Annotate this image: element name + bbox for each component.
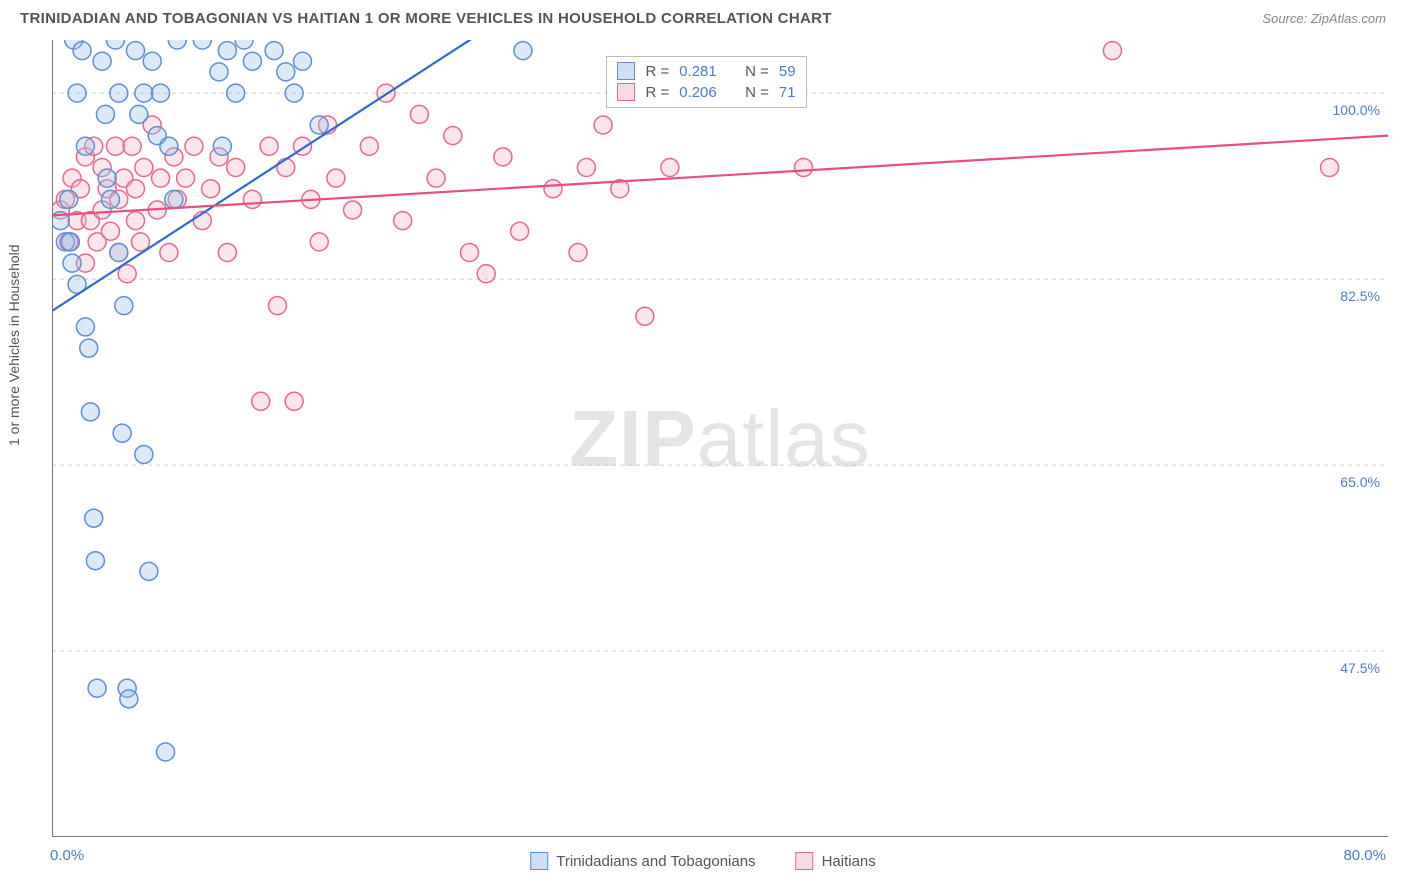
legend-row-ht: R = 0.206 N = 71 <box>617 82 795 103</box>
legend-label-ht: Haitians <box>822 853 876 870</box>
r-value-tt: 0.281 <box>679 61 717 82</box>
r-label: R = <box>645 82 669 103</box>
r-label: R = <box>645 61 669 82</box>
legend-swatch-tt-icon <box>530 852 548 870</box>
legend-label-tt: Trinidadians and Tobagonians <box>556 853 755 870</box>
legend-swatch-tt <box>617 62 635 80</box>
n-label: N = <box>745 82 769 103</box>
source-prefix: Source: <box>1262 11 1307 26</box>
plot-area: ZIPatlas 47.5%65.0%82.5%100.0% R = 0.281… <box>52 40 1388 837</box>
r-value-ht: 0.206 <box>679 82 717 103</box>
legend-swatch-ht-icon <box>796 852 814 870</box>
y-axis-label: 1 or more Vehicles in Household <box>6 244 22 446</box>
source-name: ZipAtlas.com <box>1311 11 1386 26</box>
n-value-tt: 59 <box>779 61 796 82</box>
chart-title: TRINIDADIAN AND TOBAGONIAN VS HAITIAN 1 … <box>20 10 832 27</box>
legend-swatch-ht <box>617 83 635 101</box>
x-axis-end-label: 80.0% <box>1343 847 1386 864</box>
n-value-ht: 71 <box>779 82 796 103</box>
legend-row-tt: R = 0.281 N = 59 <box>617 61 795 82</box>
legend-item-tt: Trinidadians and Tobagonians <box>530 852 755 870</box>
title-bar: TRINIDADIAN AND TOBAGONIAN VS HAITIAN 1 … <box>20 10 1386 27</box>
series-legend: Trinidadians and Tobagonians Haitians <box>530 852 876 870</box>
n-label: N = <box>745 61 769 82</box>
legend-item-ht: Haitians <box>796 852 876 870</box>
x-axis-origin-label: 0.0% <box>50 847 84 864</box>
correlation-legend: R = 0.281 N = 59 R = 0.206 N = 71 <box>606 56 806 108</box>
plot-frame <box>52 40 1388 837</box>
source-attribution: Source: ZipAtlas.com <box>1262 11 1386 26</box>
